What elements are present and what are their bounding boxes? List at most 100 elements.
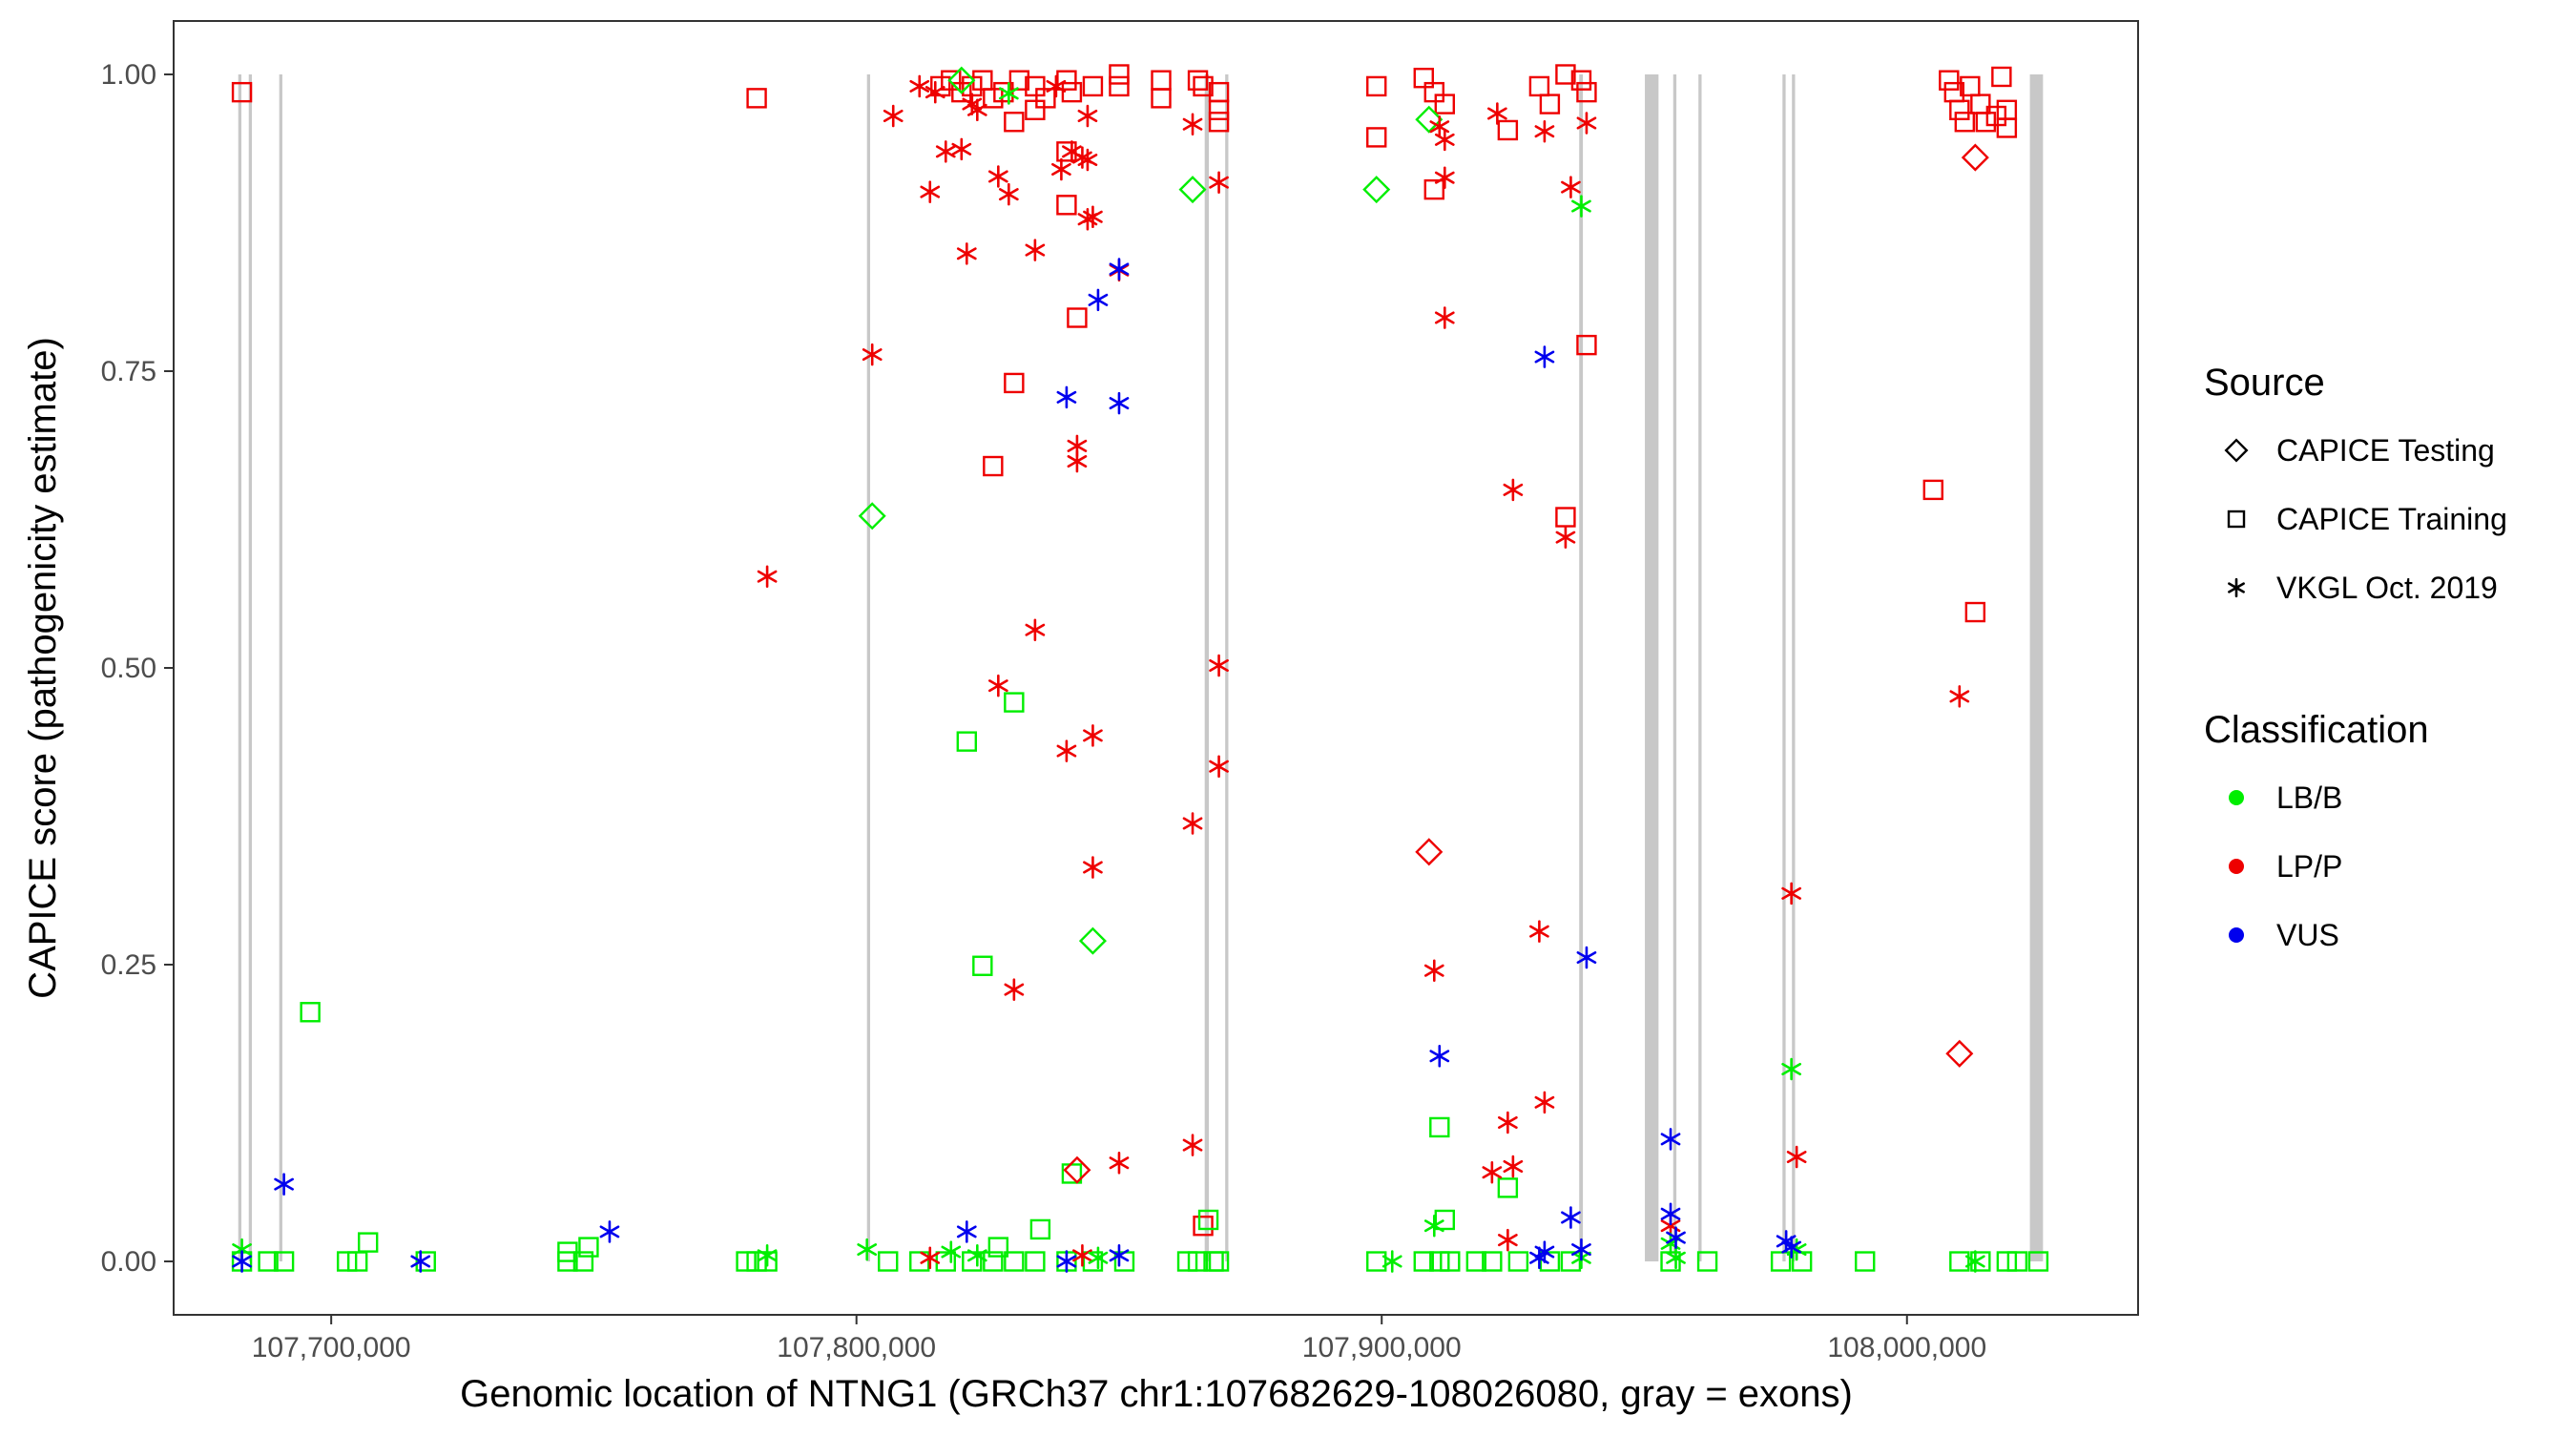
data-point: [1949, 99, 1970, 121]
data-point: [1077, 104, 1098, 128]
data-point: [1996, 1251, 2018, 1272]
data-point: [1539, 94, 1561, 114]
data-point: [1949, 1251, 1970, 1272]
data-point: [1482, 1160, 1503, 1184]
data-point: [1209, 654, 1229, 677]
exon-band: [1792, 73, 1796, 1262]
data-point: [1051, 157, 1071, 181]
data-point: [1423, 1214, 1444, 1238]
data-point: [1209, 755, 1229, 779]
data-point: [1004, 1251, 1025, 1272]
exon-band: [1225, 73, 1229, 1262]
data-point: [2027, 1251, 2049, 1272]
legend-key-asterisk: [2228, 577, 2245, 598]
data-point: [1415, 105, 1444, 134]
data-point: [1182, 1134, 1203, 1156]
data-point: [1528, 75, 1550, 97]
data-point: [599, 1220, 620, 1243]
data-point: [951, 81, 972, 103]
data-point: [1072, 1244, 1092, 1267]
data-point: [746, 1251, 767, 1272]
data-point: [956, 731, 978, 752]
data-point: [999, 82, 1019, 105]
data-point: [1151, 88, 1172, 109]
data-point: [1498, 1111, 1518, 1134]
data-point: [1008, 70, 1030, 91]
data-point: [987, 674, 1008, 697]
data-point: [1945, 1039, 1974, 1068]
data-point: [1056, 385, 1077, 409]
data-point: [1078, 926, 1107, 955]
data-point: [909, 74, 930, 98]
data-point: [1423, 81, 1444, 103]
data-point: [1025, 618, 1046, 641]
x-tick-label: 107,700,000: [252, 1332, 411, 1363]
data-point: [1109, 1244, 1130, 1267]
data-point: [1576, 81, 1597, 103]
data-point: [1429, 1045, 1450, 1068]
data-point: [857, 1238, 878, 1261]
legend-classification-items: LB/B LP/P VUS: [2229, 780, 2342, 952]
legend-class-item: LP/P: [2229, 849, 2342, 884]
data-point: [1025, 239, 1046, 261]
data-point: [1440, 1251, 1461, 1272]
data-point: [1109, 64, 1130, 85]
data-point: [1922, 479, 1943, 501]
data-point: [1534, 345, 1555, 368]
data-point: [1529, 1246, 1549, 1270]
legend-source-label: CAPICE Training: [2276, 502, 2507, 536]
data-point: [232, 1250, 252, 1273]
data-point: [1109, 258, 1130, 281]
data-point: [987, 165, 1008, 188]
data-point: [1529, 920, 1549, 943]
data-point: [941, 1240, 962, 1263]
data-point: [1465, 1251, 1487, 1272]
data-point: [1503, 1155, 1524, 1178]
data-point: [1077, 148, 1098, 172]
data-point: [746, 88, 767, 109]
data-point: [231, 81, 253, 103]
data-point: [1083, 856, 1103, 879]
exon-band: [1782, 73, 1786, 1262]
data-point: [1434, 1209, 1455, 1231]
data-point: [1576, 112, 1597, 135]
data-point: [1571, 1238, 1591, 1261]
data-point: [1949, 685, 1970, 708]
data-point: [1067, 307, 1088, 328]
legend-source-title: Source: [2204, 362, 2325, 404]
data-point: [274, 1173, 294, 1196]
data-point: [983, 455, 1004, 477]
data-point: [1004, 112, 1025, 133]
legend-class-item: VUS: [2229, 918, 2339, 952]
data-point: [1960, 75, 1981, 97]
data-point: [1576, 946, 1597, 969]
data-point: [941, 70, 962, 91]
data-point: [1056, 1250, 1077, 1273]
data-point: [1781, 882, 1801, 905]
legend-class-label: LB/B: [2276, 780, 2342, 815]
data-point: [858, 502, 886, 531]
data-point: [757, 565, 778, 588]
data-point: [1429, 1116, 1450, 1138]
data-point: [920, 180, 941, 203]
data-point: [909, 1251, 930, 1272]
data-point: [924, 80, 945, 104]
data-point: [1555, 526, 1576, 549]
data-point: [1208, 112, 1230, 133]
legend-class-label: LP/P: [2276, 849, 2342, 884]
data-point: [1666, 1226, 1686, 1249]
data-point: [1109, 1152, 1130, 1175]
data-point: [1109, 75, 1130, 97]
exon-band: [238, 73, 242, 1262]
y-tick-label: 0.00: [101, 1246, 156, 1278]
data-point: [1534, 119, 1555, 143]
data-point: [357, 1232, 379, 1253]
data-point: [972, 955, 993, 976]
data-point: [1061, 81, 1083, 103]
legend-source-item: CAPICE Training: [2227, 502, 2507, 536]
data-point: [1109, 391, 1130, 415]
data-point: [1004, 978, 1025, 1001]
data-point: [1193, 75, 1214, 97]
data-point: [410, 1250, 431, 1273]
data-point: [1366, 127, 1387, 148]
